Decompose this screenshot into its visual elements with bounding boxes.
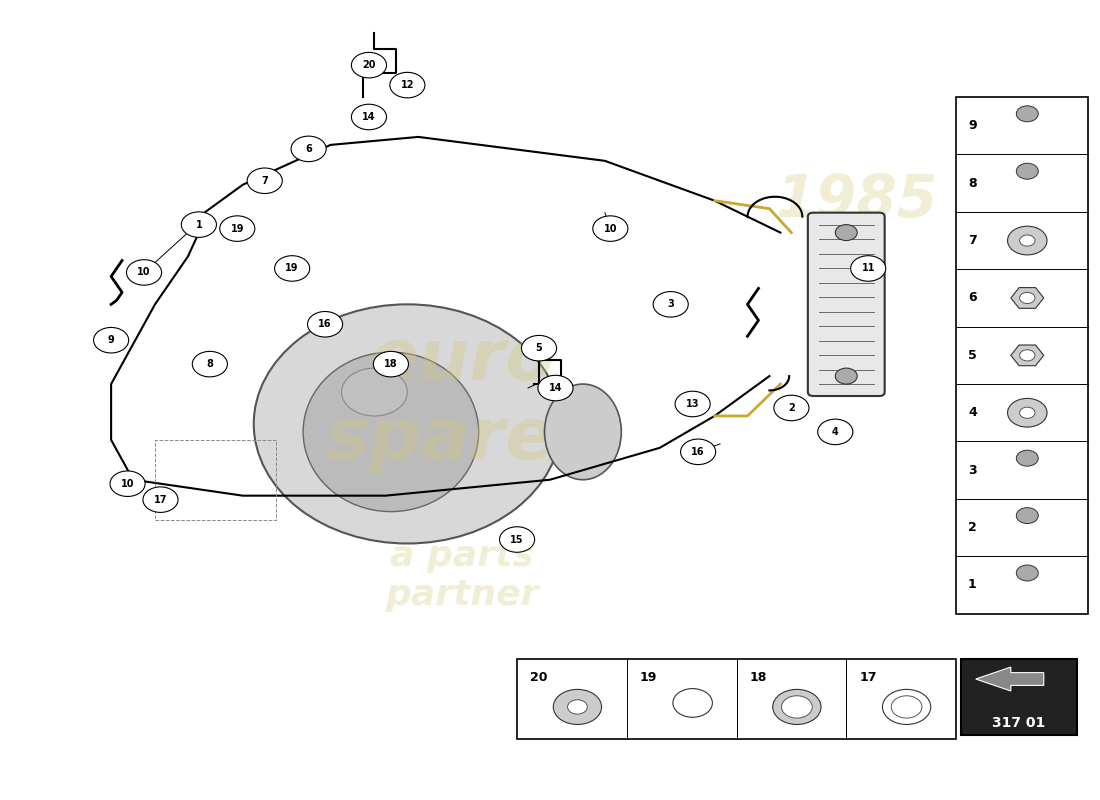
Circle shape <box>1016 565 1038 581</box>
Polygon shape <box>1011 287 1044 308</box>
Circle shape <box>292 136 327 162</box>
Text: 10: 10 <box>138 267 151 278</box>
Circle shape <box>538 375 573 401</box>
Circle shape <box>308 311 342 337</box>
Text: 1: 1 <box>196 220 202 230</box>
Text: 19: 19 <box>640 671 658 684</box>
Text: 15: 15 <box>510 534 524 545</box>
Circle shape <box>182 212 217 238</box>
FancyBboxPatch shape <box>807 213 884 396</box>
Text: 2: 2 <box>968 521 977 534</box>
Ellipse shape <box>304 352 478 512</box>
Text: 4: 4 <box>832 427 838 437</box>
Text: 14: 14 <box>549 383 562 393</box>
Circle shape <box>675 391 711 417</box>
Circle shape <box>351 104 386 130</box>
FancyBboxPatch shape <box>961 659 1077 735</box>
Text: 8: 8 <box>968 177 977 190</box>
Circle shape <box>373 351 408 377</box>
Circle shape <box>568 700 587 714</box>
Text: 12: 12 <box>400 80 414 90</box>
Text: 1: 1 <box>968 578 977 591</box>
Circle shape <box>275 256 310 282</box>
Circle shape <box>521 335 557 361</box>
Text: 16: 16 <box>692 447 705 457</box>
Circle shape <box>1016 508 1038 523</box>
Polygon shape <box>976 667 1044 691</box>
Circle shape <box>1020 235 1035 246</box>
Text: 3: 3 <box>968 464 977 477</box>
FancyBboxPatch shape <box>517 659 956 739</box>
Ellipse shape <box>544 384 622 480</box>
Circle shape <box>553 690 602 725</box>
Circle shape <box>192 351 228 377</box>
Circle shape <box>1016 450 1038 466</box>
Circle shape <box>499 526 535 552</box>
Circle shape <box>850 256 886 282</box>
Circle shape <box>1020 407 1035 418</box>
Circle shape <box>882 690 931 725</box>
Text: 8: 8 <box>207 359 213 369</box>
Text: 10: 10 <box>604 223 617 234</box>
Text: 18: 18 <box>384 359 398 369</box>
Text: 11: 11 <box>861 263 875 274</box>
Text: 317 01: 317 01 <box>992 716 1046 730</box>
Text: 19: 19 <box>231 223 244 234</box>
Circle shape <box>681 439 716 465</box>
Circle shape <box>248 168 283 194</box>
Circle shape <box>1016 163 1038 179</box>
Text: 10: 10 <box>121 478 134 489</box>
Circle shape <box>781 696 812 718</box>
Circle shape <box>351 53 386 78</box>
FancyBboxPatch shape <box>956 97 1088 614</box>
Text: 7: 7 <box>262 176 268 186</box>
Text: 6: 6 <box>968 291 977 305</box>
Text: 18: 18 <box>750 671 767 684</box>
Text: 5: 5 <box>536 343 542 353</box>
Text: 20: 20 <box>530 671 548 684</box>
Circle shape <box>1020 292 1035 303</box>
Circle shape <box>1008 398 1047 427</box>
Text: 13: 13 <box>686 399 700 409</box>
Circle shape <box>593 216 628 242</box>
Text: 20: 20 <box>362 60 376 70</box>
Circle shape <box>1020 350 1035 361</box>
Text: 5: 5 <box>968 349 977 362</box>
Circle shape <box>772 690 821 725</box>
Circle shape <box>1008 226 1047 255</box>
Text: 7: 7 <box>968 234 977 247</box>
Circle shape <box>835 225 857 241</box>
Polygon shape <box>1011 345 1044 366</box>
Circle shape <box>817 419 852 445</box>
Circle shape <box>835 368 857 384</box>
Text: 17: 17 <box>154 494 167 505</box>
Text: 2: 2 <box>788 403 795 413</box>
Text: 17: 17 <box>859 671 877 684</box>
Ellipse shape <box>341 368 407 416</box>
Circle shape <box>143 487 178 513</box>
Circle shape <box>653 291 689 317</box>
Text: 9: 9 <box>108 335 114 346</box>
Text: 19: 19 <box>285 263 299 274</box>
Ellipse shape <box>254 304 561 543</box>
Circle shape <box>94 327 129 353</box>
Text: 4: 4 <box>968 406 977 419</box>
Circle shape <box>673 689 713 718</box>
Circle shape <box>126 260 162 286</box>
Text: 16: 16 <box>318 319 332 330</box>
Circle shape <box>110 471 145 497</box>
Circle shape <box>891 696 922 718</box>
Text: 6: 6 <box>305 144 312 154</box>
Circle shape <box>1016 106 1038 122</box>
Circle shape <box>220 216 255 242</box>
Circle shape <box>389 72 425 98</box>
Text: euro
spares: euro spares <box>327 326 597 474</box>
Circle shape <box>773 395 808 421</box>
Text: 1985: 1985 <box>776 172 938 229</box>
Text: 9: 9 <box>968 119 977 132</box>
Text: 14: 14 <box>362 112 376 122</box>
Text: 3: 3 <box>668 299 674 310</box>
Text: a parts
partner: a parts partner <box>385 538 539 612</box>
